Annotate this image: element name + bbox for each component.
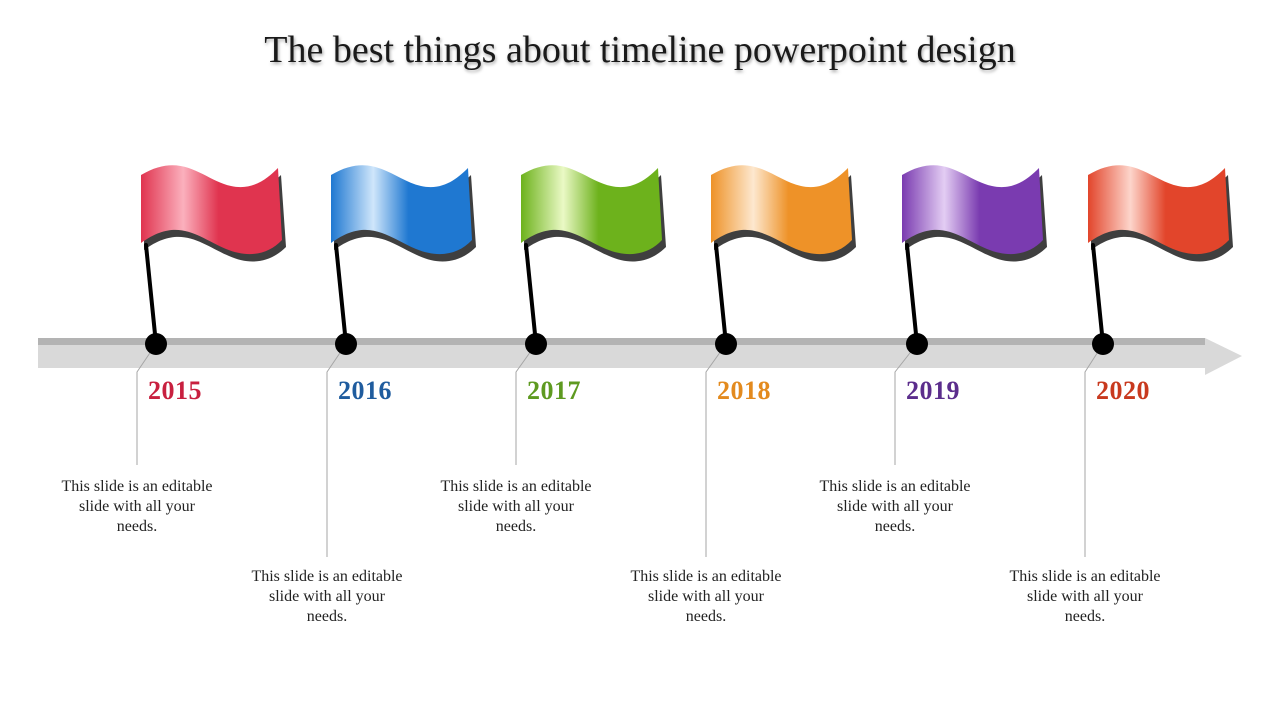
connector-line: [136, 343, 157, 465]
flags: [141, 165, 1233, 355]
flag-pole: [905, 243, 919, 346]
flag-2019: [902, 165, 1047, 355]
flag-2015: [141, 165, 286, 355]
milestone-description: This slide is an editable slide with all…: [251, 568, 403, 625]
milestone-dot: [525, 333, 547, 355]
milestone-dot: [1092, 333, 1114, 355]
connector-lines: [136, 343, 1104, 557]
flag-pole: [524, 243, 538, 346]
year-label: 2017: [527, 376, 581, 405]
year-label: 2019: [906, 376, 960, 405]
flag-cloth: [711, 165, 852, 255]
year-label: 2020: [1096, 376, 1150, 405]
milestone-description: This slide is an editable slide with all…: [61, 478, 213, 535]
milestone-description: This slide is an editable slide with all…: [440, 478, 592, 535]
milestone-dot: [335, 333, 357, 355]
flag-2018: [711, 165, 856, 355]
flag-cloth: [521, 165, 662, 255]
flag-pole: [144, 243, 158, 346]
flag-2017: [521, 165, 666, 355]
year-label: 2018: [717, 376, 771, 405]
connector-line: [1084, 343, 1104, 557]
milestone-dot: [906, 333, 928, 355]
connector-line: [705, 343, 727, 557]
connector-line: [326, 343, 347, 557]
connector-line: [894, 343, 918, 465]
flag-pole: [714, 243, 728, 346]
connector-line: [515, 343, 537, 465]
flag-cloth: [902, 165, 1043, 255]
milestone-description: This slide is an editable slide with all…: [819, 478, 971, 535]
flag-2020: [1088, 165, 1233, 355]
flag-pole: [334, 243, 348, 346]
milestone-dot: [715, 333, 737, 355]
flag-2016: [331, 165, 476, 355]
flag-cloth: [141, 165, 282, 255]
slide-title: The best things about timeline powerpoin…: [264, 29, 1016, 71]
milestone-description: This slide is an editable slide with all…: [1009, 568, 1161, 625]
flag-pole: [1091, 243, 1105, 346]
flag-cloth: [1088, 165, 1229, 255]
milestone-dot: [145, 333, 167, 355]
milestone-description: This slide is an editable slide with all…: [630, 568, 782, 625]
timeline-arrow: [38, 338, 1242, 375]
year-label: 2016: [338, 376, 392, 405]
year-label: 2015: [148, 376, 202, 405]
flag-cloth: [331, 165, 472, 255]
